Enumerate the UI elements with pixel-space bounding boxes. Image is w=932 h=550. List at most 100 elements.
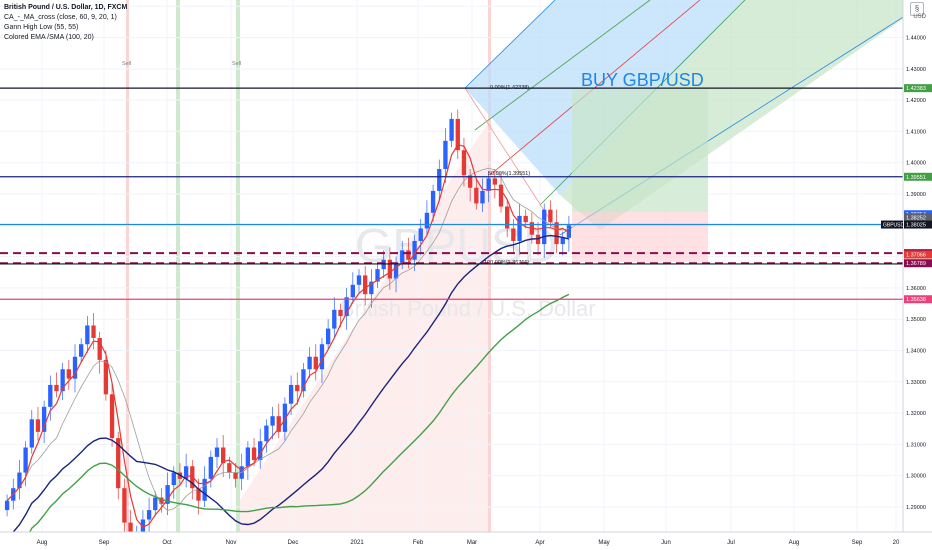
candle-body bbox=[66, 369, 71, 379]
candle-body bbox=[116, 438, 121, 489]
candle-body bbox=[165, 485, 170, 504]
fib-label-mid: 50.00%(1.39551) bbox=[488, 171, 530, 177]
candle-body bbox=[548, 209, 553, 223]
candle-body bbox=[511, 228, 516, 241]
x-tick-label: 20 bbox=[893, 540, 900, 546]
sell-label-1: Sell bbox=[122, 61, 131, 67]
candle-body bbox=[171, 472, 176, 486]
y-tick-label: 1.40000 bbox=[906, 161, 926, 167]
y-tick-label: 1.41000 bbox=[906, 129, 926, 135]
symbol-tag-text: GBPUSD bbox=[883, 223, 905, 229]
candle-body bbox=[208, 456, 213, 479]
candle-body bbox=[4, 500, 10, 511]
candle-body bbox=[60, 369, 65, 392]
candle-body bbox=[128, 522, 133, 536]
candle-body bbox=[344, 297, 349, 317]
candle-body bbox=[412, 240, 417, 260]
candle-body bbox=[17, 472, 22, 489]
candle-body bbox=[492, 178, 497, 185]
y-tick-label: 1.33000 bbox=[906, 380, 926, 386]
candle-body bbox=[363, 275, 368, 295]
candle-body bbox=[449, 118, 454, 141]
candle-body bbox=[480, 190, 485, 204]
price-label-tag bbox=[904, 295, 932, 304]
candle-body bbox=[282, 403, 288, 432]
x-tick-label: 2021 bbox=[350, 540, 364, 546]
candle-body bbox=[258, 441, 263, 461]
y-tick-label: 1.36000 bbox=[906, 286, 926, 292]
indicator-ma-cross[interactable]: CA_-_MA_cross (close, 60, 9, 20, 1) bbox=[4, 14, 117, 21]
x-tick-label: Jul bbox=[727, 540, 735, 546]
candle-body bbox=[251, 447, 257, 461]
x-tick-label: Aug bbox=[789, 540, 800, 546]
candle-body bbox=[406, 250, 411, 260]
x-tick-label: Oct bbox=[162, 540, 172, 546]
x-tick-label: Sep bbox=[852, 540, 863, 546]
candle-body bbox=[35, 419, 41, 432]
price-label-tag bbox=[904, 172, 932, 181]
candle-body bbox=[48, 384, 53, 407]
price-label-tag bbox=[904, 84, 932, 93]
price-label-tag bbox=[904, 213, 932, 222]
price-label-tag bbox=[904, 250, 932, 259]
candle-body bbox=[517, 215, 522, 241]
sell-signal-bar bbox=[126, 0, 129, 532]
bear-zone-shade bbox=[240, 120, 490, 532]
candle-body bbox=[301, 369, 306, 392]
price-label-text: 1.37066 bbox=[906, 253, 926, 259]
candle-body bbox=[387, 259, 393, 279]
y-tick-label: 1.44000 bbox=[906, 36, 926, 42]
chart-legend: British Pound / U.S. Dollar, 1D, FXCM CA… bbox=[4, 3, 127, 43]
fib-label-top: 0.00%(1.42338) bbox=[490, 85, 529, 91]
candle-body bbox=[338, 309, 343, 317]
candle-body bbox=[505, 206, 510, 229]
candle-body bbox=[418, 228, 423, 241]
time-axis-bg bbox=[0, 532, 932, 550]
currency-label: USD bbox=[913, 14, 926, 20]
candle-body bbox=[270, 416, 275, 426]
candle-body bbox=[54, 384, 59, 392]
y-tick-label: 1.32000 bbox=[906, 411, 926, 417]
candle-body bbox=[437, 168, 442, 191]
buy-signal-bar bbox=[176, 0, 180, 532]
candle-body bbox=[523, 215, 528, 223]
pitchfork-line bbox=[464, 0, 556, 89]
candle-body bbox=[288, 384, 294, 404]
candle-body bbox=[153, 497, 158, 511]
watermark-name: British Pound / U.S. Dollar bbox=[340, 296, 596, 321]
candle-body bbox=[221, 447, 226, 464]
candle-body bbox=[307, 356, 312, 370]
y-tick-label: 1.42000 bbox=[906, 98, 926, 104]
y-tick-label: 1.39000 bbox=[906, 192, 926, 198]
buy-signal-bar bbox=[236, 0, 240, 532]
candle-body bbox=[535, 234, 541, 245]
y-tick-label: 1.30000 bbox=[906, 474, 926, 480]
candle-body bbox=[542, 209, 547, 245]
candle-body bbox=[122, 488, 127, 523]
candle-body bbox=[375, 269, 380, 282]
candle-body bbox=[29, 419, 34, 448]
candle-body bbox=[72, 356, 78, 379]
x-tick-label: Jun bbox=[661, 540, 671, 546]
candle-body bbox=[566, 225, 572, 238]
long-stop-zone bbox=[572, 212, 708, 262]
pitchfork-median bbox=[489, 0, 701, 176]
y-tick-label: 1.29000 bbox=[906, 505, 926, 511]
candle-body bbox=[443, 140, 448, 169]
candle-body bbox=[467, 175, 473, 188]
candle-body bbox=[140, 519, 146, 532]
price-label-text: 1.42383 bbox=[906, 86, 926, 92]
candle-body bbox=[103, 359, 109, 395]
candle-body bbox=[97, 337, 102, 360]
candle-body bbox=[393, 262, 399, 279]
currency-menu-icon[interactable]: § bbox=[910, 2, 924, 16]
candle-body bbox=[41, 406, 47, 432]
x-tick-label: Feb bbox=[413, 540, 424, 546]
y-tick-label: 1.31000 bbox=[906, 442, 926, 448]
indicator-gann[interactable]: Gann High Low (55, 55) bbox=[4, 24, 79, 31]
y-tick-label: 1.35000 bbox=[906, 317, 926, 323]
candle-body bbox=[109, 394, 115, 439]
candle-body bbox=[227, 463, 232, 473]
indicator-ema-sma[interactable]: Colored EMA /SMA (100, 20) bbox=[4, 34, 94, 41]
